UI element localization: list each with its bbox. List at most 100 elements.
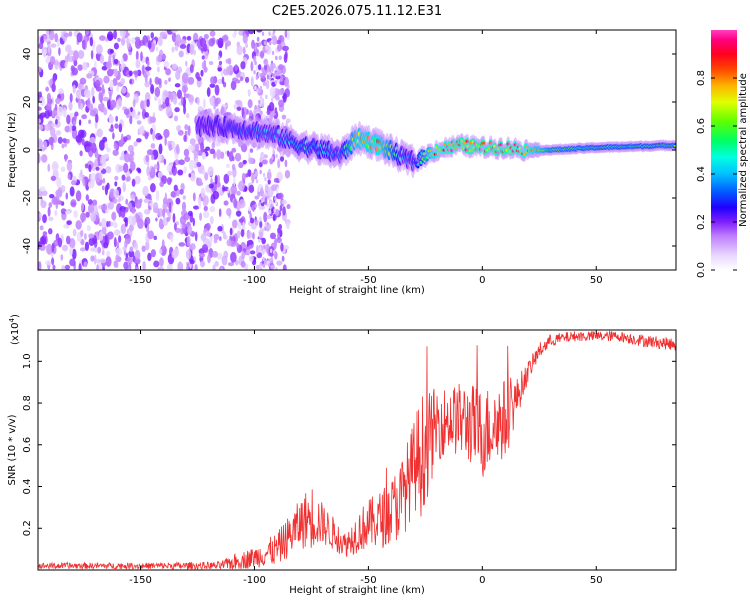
y-tick-label: 0 — [22, 147, 33, 153]
spectrogram-speckle — [164, 79, 168, 85]
spectrogram-speckle — [254, 104, 257, 110]
spectrogram-speckle — [113, 42, 119, 50]
spectrogram-speckle — [211, 250, 219, 258]
spectrogram-speckle — [238, 199, 246, 209]
spectrogram-speckle — [89, 103, 94, 113]
spectrogram-speckle — [115, 247, 123, 256]
spectrogram-speckle — [239, 76, 244, 82]
spectrogram-speckle — [258, 41, 262, 47]
spectrogram-speckle — [62, 244, 69, 252]
spectrogram-speckle — [277, 158, 281, 169]
spectrogram-speckle — [249, 250, 256, 255]
spectrogram-speckle — [112, 132, 115, 140]
spectrogram-speckle — [119, 30, 126, 38]
spectrogram-speckle — [178, 242, 186, 247]
spectrogram-speckle — [279, 229, 283, 238]
spectrogram-speckle — [227, 170, 233, 176]
spectrogram-speckle — [47, 43, 51, 54]
spectrogram-speckle — [75, 134, 83, 143]
snr-frame — [37, 329, 677, 571]
spectrogram-speckle — [122, 136, 128, 142]
spectrogram-speckle — [48, 136, 55, 144]
spectrogram-speckle — [135, 50, 139, 61]
spectrogram-speckle — [203, 98, 206, 109]
spectrogram-speckle — [79, 247, 86, 252]
spectrogram-speckle — [82, 61, 88, 71]
spectrogram-speckle — [86, 97, 91, 109]
spectrogram-speckle — [185, 249, 192, 260]
spectrogram-speckle — [244, 186, 248, 192]
spectrogram-speckle — [201, 244, 209, 253]
spectrogram-speckle — [230, 251, 237, 263]
spectrogram-speckle — [109, 49, 114, 54]
spectrogram-speckle — [198, 252, 206, 258]
spectrogram-speckle — [50, 122, 57, 128]
spectrogram-speckle — [258, 205, 262, 210]
spectrogram-speckle — [104, 141, 108, 150]
spectrogram-speckle — [129, 161, 136, 171]
spectrogram-speckle — [170, 191, 176, 198]
spectrogram-speckle — [218, 208, 222, 218]
spectrogram-speckle — [283, 53, 288, 64]
spectrogram-speckle — [163, 61, 170, 68]
spectrogram-speckle — [134, 249, 141, 260]
spectrogram-speckle — [45, 260, 52, 266]
spectrogram-speckle — [127, 202, 133, 210]
spectrogram-speckle — [268, 68, 272, 73]
spectrogram-speckle — [157, 266, 164, 270]
spectrogram-speckle — [111, 211, 117, 221]
spectrogram-speckle — [143, 99, 147, 110]
spectrogram-speckle — [179, 189, 184, 195]
spectrogram-speckle — [262, 263, 266, 268]
spectrogram-speckle — [152, 130, 156, 141]
spectrogram-speckle — [214, 260, 219, 267]
spectrogram-y-ticks: -40 -20 0 20 40 — [22, 48, 676, 254]
spectrogram-speckle — [57, 136, 63, 144]
spectrogram-speckle — [184, 156, 191, 163]
spectrogram-speckle — [261, 228, 265, 233]
spectrogram-speckle — [158, 143, 163, 155]
spectrogram-speckle — [259, 157, 262, 163]
spectrogram-speckle — [205, 230, 211, 237]
spectrogram-speckle — [90, 50, 94, 60]
spectrogram-speckle — [65, 210, 71, 215]
spectrogram-speckle — [183, 166, 187, 174]
spectrogram-speckle — [106, 147, 111, 153]
spectrogram-speckle — [188, 94, 195, 103]
y-tick-label: 0.4 — [22, 479, 33, 495]
spectrogram-speckle — [162, 208, 166, 218]
spectrogram-speckle — [128, 70, 133, 77]
spectrogram-speckle — [146, 149, 154, 156]
spectrogram-speckle — [84, 175, 88, 187]
spectrogram-speckle — [196, 76, 202, 82]
spectrogram-speckle — [225, 42, 228, 50]
spectrogram-speckle — [178, 50, 184, 58]
spectrogram-speckle — [230, 185, 238, 195]
spectrogram-speckle — [104, 234, 108, 246]
spectrogram-speckle — [51, 110, 55, 118]
x-tick-label: -100 — [243, 275, 266, 286]
spectrogram-speckle — [221, 35, 229, 41]
spectrogram-speckle — [281, 255, 285, 262]
spectrogram-speckle — [266, 109, 271, 116]
spectrogram-speckle — [271, 184, 277, 192]
spectrogram-speckle — [128, 51, 132, 56]
spectrogram-speckle — [98, 91, 103, 103]
spectrogram-speckle — [148, 205, 151, 210]
spectrogram-speckle — [278, 99, 285, 108]
colorbar-tick-label: 0.8 — [696, 70, 707, 86]
spectrogram-speckle — [240, 229, 245, 238]
snr-y-multiplier-exp: 4 — [8, 317, 16, 322]
spectrogram-speckle — [147, 40, 152, 50]
spectrogram-speckle — [217, 78, 224, 85]
spectrogram-speckle — [200, 233, 207, 241]
spectrogram-speckle — [150, 83, 155, 95]
spectrogram-speckle — [254, 60, 257, 66]
spectrogram-speckle — [101, 204, 108, 211]
spectrogram-speckle — [251, 204, 255, 211]
spectrogram-speckle — [268, 209, 272, 215]
spectrogram-speckle — [252, 232, 255, 240]
spectrogram-speckle — [274, 75, 281, 80]
spectrogram-speckle — [217, 37, 224, 49]
spectrogram-speckle — [105, 256, 112, 267]
